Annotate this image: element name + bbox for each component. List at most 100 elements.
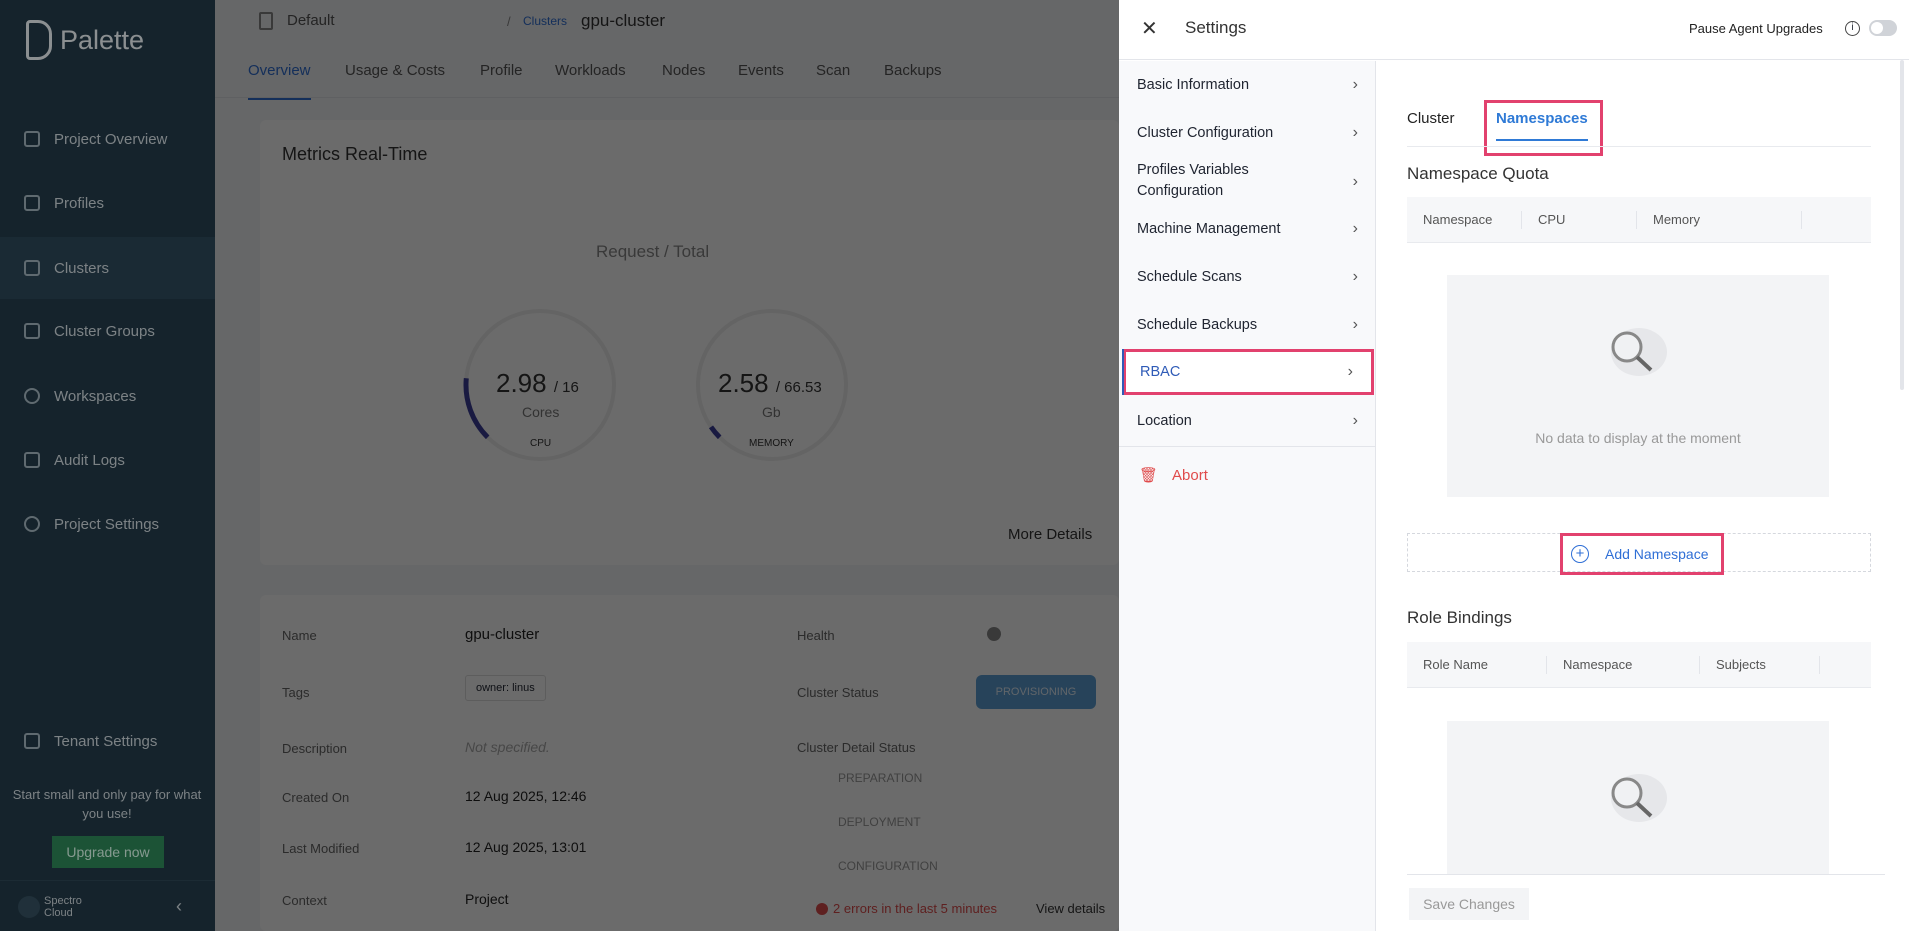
tab-scan[interactable]: Scan: [816, 62, 851, 79]
document-icon: [24, 452, 40, 468]
sidebar-item-project-settings[interactable]: Project Settings: [0, 494, 215, 554]
tag-chip: owner: linus: [465, 675, 546, 701]
sidebar-item-profiles[interactable]: Profiles: [0, 173, 215, 233]
sidebar-item-tenant-settings[interactable]: Tenant Settings: [0, 711, 215, 771]
view-details-link[interactable]: View details: [1036, 901, 1106, 916]
tab-namespaces-highlight: [1484, 100, 1603, 156]
tab-namespaces[interactable]: Namespaces: [1496, 110, 1588, 141]
save-changes-button[interactable]: Save Changes: [1409, 888, 1529, 920]
chevron-right-icon: ›: [1352, 172, 1358, 190]
list-icon: [24, 260, 40, 276]
main-content: Default / Clusters gpu-cluster Overview …: [215, 0, 1119, 931]
menu-rbac[interactable]: RBAC ›: [1122, 349, 1374, 395]
settings-title: Settings: [1185, 18, 1247, 37]
empty-text: No data to display at the moment: [1535, 430, 1741, 446]
health-icon: [987, 627, 1001, 641]
settings-menu: Basic Information › Cluster Configuration…: [1119, 61, 1376, 931]
tags-label: Tags: [282, 685, 310, 700]
column-namespace: Namespace: [1407, 210, 1522, 229]
menu-machine-management[interactable]: Machine Management ›: [1137, 220, 1358, 237]
tab-nodes[interactable]: Nodes: [662, 62, 706, 79]
cpu-gauge-fill: [463, 378, 490, 440]
settings-drawer: ✕ Settings Pause Agent Upgrades i Basic …: [1119, 0, 1909, 931]
more-details-button[interactable]: More Details: [1008, 526, 1093, 543]
modified-value: 12 Aug 2025, 13:01: [465, 839, 587, 855]
menu-profiles-variables-configuration[interactable]: Profiles Variables Configuration ›: [1137, 162, 1358, 199]
errors-text: 2 errors in the last 5 minutes: [833, 901, 998, 916]
tab-workloads[interactable]: Workloads: [555, 62, 626, 79]
tab-usage-costs[interactable]: Usage & Costs: [345, 62, 446, 79]
created-value: 12 Aug 2025, 12:46: [465, 788, 587, 804]
stack-icon: [24, 195, 40, 211]
menu-location[interactable]: Location ›: [1137, 412, 1358, 429]
tools-icon: [24, 733, 40, 749]
chevron-right-icon: ›: [1352, 268, 1358, 285]
chevron-right-icon: ›: [1347, 363, 1353, 380]
column-subjects: Subjects: [1700, 655, 1820, 674]
memory-gauge: [696, 309, 848, 461]
breadcrumb-sep: /: [507, 14, 511, 29]
sidebar-item-clusters[interactable]: Clusters: [0, 237, 215, 299]
metrics-card: Metrics Real-Time Request / Total 2.98 /…: [260, 120, 1119, 565]
palette-logo-icon: [26, 20, 52, 60]
cpu-label: CPU: [530, 438, 552, 449]
settings-header: ✕ Settings Pause Agent Upgrades i: [1119, 0, 1909, 60]
status-label: Cluster Status: [797, 685, 879, 700]
step-configuration: CONFIGURATION: [838, 859, 938, 873]
info-icon[interactable]: i: [1845, 21, 1860, 36]
sidebar-item-workspaces[interactable]: Workspaces: [0, 366, 215, 426]
cpu-gauge: [463, 309, 616, 461]
description-label: Description: [282, 741, 348, 756]
breadcrumb-current: gpu-cluster: [581, 11, 666, 30]
name-value: gpu-cluster: [465, 626, 540, 643]
tab-profile[interactable]: Profile: [480, 62, 523, 79]
sidebar-item-audit-logs[interactable]: Audit Logs: [0, 430, 215, 490]
memory-value: 2.58 / 66.53: [718, 368, 822, 398]
chevron-right-icon: ›: [1352, 220, 1358, 237]
menu-schedule-scans[interactable]: Schedule Scans ›: [1137, 268, 1358, 285]
modified-label: Last Modified: [282, 841, 360, 856]
chevron-right-icon: ›: [1352, 316, 1358, 333]
sidebar: Palette Project Overview Profiles Cluste…: [0, 0, 215, 931]
breadcrumb-clusters[interactable]: Clusters: [523, 14, 568, 28]
tab-overview[interactable]: Overview: [248, 62, 311, 100]
collapse-sidebar-icon[interactable]: ‹: [176, 896, 182, 916]
column-namespace: Namespace: [1547, 655, 1700, 674]
add-namespace-button[interactable]: + Add Namespace: [1560, 533, 1724, 575]
tab-cluster[interactable]: Cluster: [1407, 110, 1455, 127]
project-selector[interactable]: Default: [287, 12, 335, 29]
step-preparation: PREPARATION: [838, 771, 923, 785]
scrollbar[interactable]: [1900, 60, 1904, 390]
chevron-right-icon: ›: [1352, 76, 1358, 93]
promo-text: Start small and only pay for what you us…: [12, 787, 202, 821]
metrics-title: Metrics Real-Time: [282, 144, 428, 164]
sidebar-item-project-overview[interactable]: Project Overview: [0, 109, 215, 169]
trash-icon: 🗑: [1139, 467, 1159, 484]
menu-cluster-configuration[interactable]: Cluster Configuration ›: [1137, 124, 1358, 141]
no-data-search-icon: [1611, 328, 1667, 376]
context-value: Project: [465, 891, 509, 907]
sidebar-item-cluster-groups[interactable]: Cluster Groups: [0, 301, 215, 361]
context-label: Context: [282, 893, 327, 908]
gear-icon: [24, 516, 40, 532]
role-bindings-table-header: Role Name Namespace Subjects: [1407, 642, 1871, 688]
abort-button[interactable]: 🗑 Abort: [1139, 466, 1208, 485]
palette-logo[interactable]: Palette: [26, 20, 144, 60]
column-role-name: Role Name: [1407, 655, 1547, 674]
tab-backups[interactable]: Backups: [884, 62, 942, 79]
pause-agent-upgrades-label: Pause Agent Upgrades: [1689, 21, 1823, 36]
tab-events[interactable]: Events: [738, 62, 784, 79]
name-label: Name: [282, 628, 317, 643]
quota-table-header: Namespace CPU Memory: [1407, 197, 1871, 243]
menu-basic-information[interactable]: Basic Information ›: [1137, 76, 1358, 93]
description-value: Not specified.: [465, 739, 550, 755]
close-icon[interactable]: ✕: [1141, 18, 1158, 40]
pause-agent-upgrades-toggle[interactable]: [1869, 20, 1897, 36]
created-label: Created On: [282, 790, 350, 805]
menu-schedule-backups[interactable]: Schedule Backups ›: [1137, 316, 1358, 333]
plus-circle-icon: +: [1571, 545, 1589, 563]
chart-icon: [24, 131, 40, 147]
step-deployment: DEPLOYMENT: [838, 815, 921, 829]
upgrade-button[interactable]: Upgrade now: [52, 836, 164, 868]
health-label: Health: [797, 628, 835, 643]
